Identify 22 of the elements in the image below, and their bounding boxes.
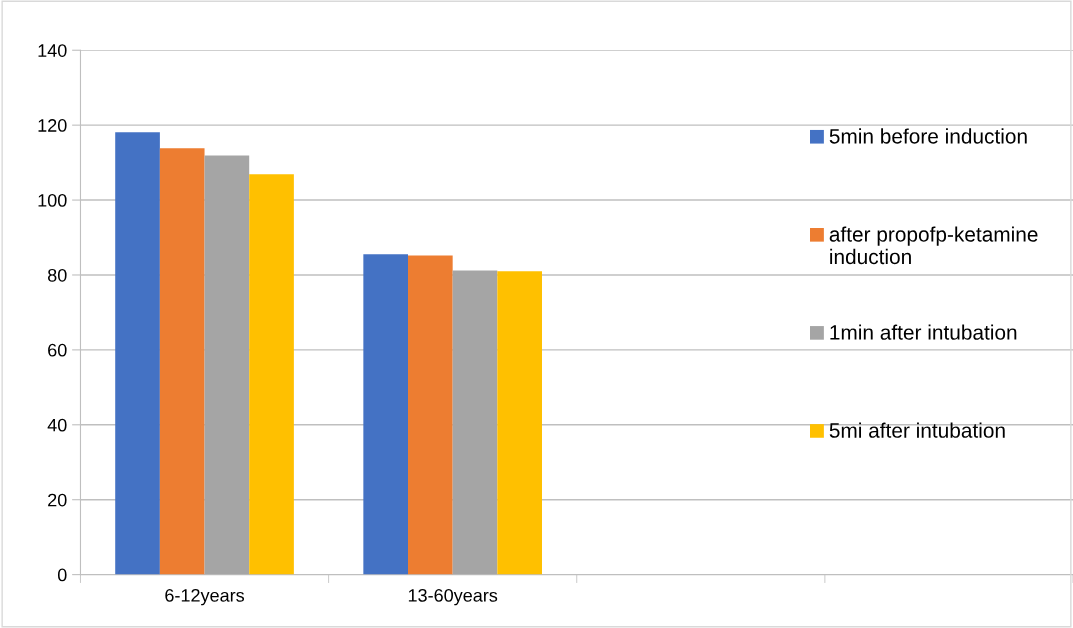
y-tick-label: 140: [38, 44, 67, 57]
bar: [159, 148, 205, 575]
bar: [204, 155, 250, 575]
y-tick-label: 120: [38, 119, 67, 132]
bar: [408, 255, 453, 575]
y-tick-label: 20: [48, 493, 67, 507]
bar: [452, 270, 498, 575]
bar: [363, 254, 409, 575]
bar: [249, 174, 294, 575]
legend-label: 5min before induction: [829, 128, 1027, 144]
y-tick-label: 0: [57, 568, 67, 582]
bar: [115, 132, 160, 575]
legend-label: after propofp-ketamine induction: [829, 226, 1038, 265]
y-tick-label: 60: [48, 343, 67, 357]
y-tick-label: 40: [47, 418, 67, 432]
x-tick-label: 6-12years: [165, 588, 245, 606]
x-tick-label: 13-60years: [408, 588, 498, 606]
y-tick-label: 80: [47, 268, 67, 282]
legend-label: 5mi after intubation: [829, 422, 1005, 438]
legend-label: 1min after intubation: [830, 324, 1017, 340]
y-tick-label: 100: [38, 194, 67, 207]
bar: [497, 271, 542, 575]
